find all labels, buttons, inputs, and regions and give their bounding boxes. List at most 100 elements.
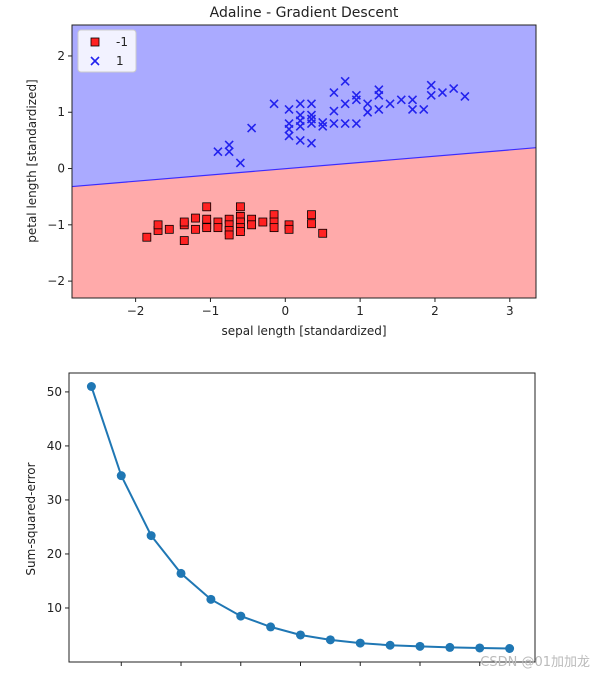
point-class-pos xyxy=(363,99,373,109)
point-class-neg xyxy=(269,223,279,233)
error-point xyxy=(116,471,126,481)
x-tick-label: 1 xyxy=(356,304,364,318)
point-class-neg xyxy=(318,228,328,238)
point-class-pos xyxy=(306,99,317,109)
y-tick-label-2: 20 xyxy=(47,547,62,561)
legend-x-marker xyxy=(90,56,100,66)
error-point xyxy=(266,622,276,632)
x-tick-label: −1 xyxy=(202,304,220,318)
legend: -1 1 xyxy=(77,29,137,73)
point-class-pos xyxy=(340,99,350,109)
point-class-pos xyxy=(329,106,339,116)
error-point xyxy=(325,635,335,645)
error-point xyxy=(236,611,246,621)
point-class-pos xyxy=(269,99,279,109)
error-point xyxy=(355,638,365,648)
point-class-pos xyxy=(284,104,294,114)
y-tick-label-2: 40 xyxy=(47,439,62,453)
y-tick-label: −1 xyxy=(47,218,65,232)
x-tick-label: 2 xyxy=(431,304,439,318)
point-class-neg xyxy=(307,219,316,229)
point-class-neg xyxy=(164,224,174,234)
point-class-neg xyxy=(191,213,200,223)
point-class-neg xyxy=(179,236,189,245)
point-class-pos xyxy=(460,91,470,102)
y-tick-label: −2 xyxy=(47,274,65,288)
point-class-pos xyxy=(318,121,328,131)
point-class-pos xyxy=(407,104,418,114)
error-point xyxy=(445,642,455,652)
point-class-pos xyxy=(295,135,305,145)
point-class-pos xyxy=(449,84,459,94)
point-class-pos xyxy=(351,118,361,129)
y-tick-label: 2 xyxy=(57,49,65,63)
error-point xyxy=(146,531,156,541)
error-point xyxy=(385,640,395,650)
point-class-neg xyxy=(269,210,279,220)
point-class-neg xyxy=(153,220,163,230)
error-point xyxy=(206,594,216,604)
x-tick-label: −2 xyxy=(127,304,145,318)
region-class-pos xyxy=(72,25,536,187)
point-class-neg xyxy=(202,202,212,212)
error-curve-chart: 10 20 30 40 50 Sum-squared-error xyxy=(24,372,536,666)
point-class-neg xyxy=(202,223,212,233)
x-tick-label: 3 xyxy=(506,304,514,318)
point-class-neg xyxy=(202,214,212,224)
point-class-neg xyxy=(213,223,223,233)
error-point xyxy=(176,568,186,578)
point-class-neg xyxy=(284,224,294,234)
point-class-pos xyxy=(385,99,395,109)
point-class-pos xyxy=(318,117,328,127)
decision-region-chart: Adaline - Gradient Descent −2 −1 0 1 2 3 −2 −1… xyxy=(25,5,537,338)
point-class-neg xyxy=(235,202,245,212)
region-class-neg xyxy=(72,147,536,298)
point-class-pos xyxy=(407,95,418,105)
error-point xyxy=(296,630,306,640)
point-class-pos xyxy=(306,138,317,148)
plot-frame xyxy=(71,24,537,299)
error-point xyxy=(415,641,425,651)
point-class-pos xyxy=(329,118,339,129)
y-tick-label-2: 10 xyxy=(47,601,62,615)
point-class-pos xyxy=(426,90,436,100)
watermark: CSDN @01加加龙 xyxy=(480,655,590,670)
point-class-pos xyxy=(437,87,448,98)
point-class-pos xyxy=(306,110,317,120)
point-class-pos xyxy=(295,99,305,109)
point-class-pos xyxy=(235,158,245,168)
error-point xyxy=(86,382,96,392)
point-class-neg xyxy=(247,220,257,230)
point-class-pos xyxy=(340,76,350,86)
point-class-neg xyxy=(258,217,268,227)
point-class-neg xyxy=(191,224,200,234)
point-class-neg xyxy=(179,217,189,227)
point-class-pos xyxy=(224,140,234,150)
chart-title: Adaline - Gradient Descent xyxy=(210,5,399,21)
y-tick-label-2: 50 xyxy=(47,385,62,399)
point-class-pos xyxy=(306,118,317,129)
x-tick-label: 0 xyxy=(281,304,289,318)
legend-label-pos: 1 xyxy=(116,54,124,68)
point-class-pos xyxy=(363,107,373,117)
decision-boundary xyxy=(72,147,536,188)
point-class-pos xyxy=(295,121,305,131)
y-tick-label: 0 xyxy=(57,162,65,176)
error-point xyxy=(475,643,485,653)
point-class-pos xyxy=(374,104,384,114)
legend-label-neg: -1 xyxy=(116,35,128,49)
y-tick-label: 1 xyxy=(57,105,65,119)
point-class-neg xyxy=(224,230,234,240)
plot-frame-2 xyxy=(68,372,536,663)
error-point xyxy=(505,643,515,653)
legend-square-marker xyxy=(90,37,100,47)
point-class-neg xyxy=(142,232,152,242)
y-axis-label-2: Sum-squared-error xyxy=(24,462,38,575)
point-class-pos xyxy=(340,118,350,129)
point-class-pos xyxy=(374,90,384,100)
y-axis-label: petal length [standardized] xyxy=(25,79,39,243)
point-class-pos xyxy=(213,147,223,157)
point-class-pos xyxy=(329,87,339,98)
point-class-pos xyxy=(284,131,294,141)
